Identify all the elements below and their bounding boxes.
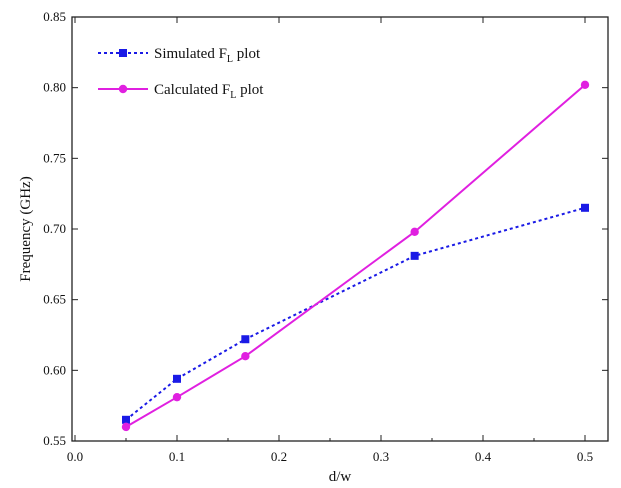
y-tick-label: 0.70 bbox=[43, 221, 66, 236]
y-tick-label: 0.80 bbox=[43, 80, 66, 95]
legend-marker bbox=[119, 49, 127, 57]
axis-ticks: 0.0 0.1 0.2 0.3 0.4 0.5 0.55 0.60 0.65 0.70 0.75 0.… bbox=[43, 9, 608, 464]
data-point bbox=[241, 352, 250, 361]
legend-label: Calculated FL plot bbox=[154, 82, 264, 101]
data-point bbox=[581, 203, 589, 212]
y-tick-label: 0.60 bbox=[43, 362, 66, 377]
data-point bbox=[121, 422, 131, 432]
y-tick-label: 0.65 bbox=[43, 292, 66, 307]
data-point bbox=[580, 80, 590, 90]
data-point bbox=[410, 227, 419, 237]
data-point bbox=[241, 335, 250, 344]
data-point bbox=[122, 415, 130, 424]
data-point bbox=[172, 392, 182, 402]
legend-label: Simulated FL plot bbox=[154, 46, 261, 65]
series-line bbox=[125, 206, 586, 421]
x-tick-label: 0.2 bbox=[271, 449, 287, 464]
y-axis-title: Frequency (GHz) bbox=[18, 176, 34, 281]
legend-entry-calculated: Calculated FL plot bbox=[98, 82, 264, 101]
data-point bbox=[410, 251, 419, 260]
plot-frame bbox=[71, 16, 609, 442]
x-axis-title: d/w bbox=[329, 469, 352, 485]
series-calculated bbox=[121, 80, 590, 432]
x-tick-label: 0.0 bbox=[67, 449, 83, 464]
data-point bbox=[173, 374, 181, 383]
y-tick-label: 0.85 bbox=[43, 9, 66, 24]
legend-marker bbox=[118, 84, 128, 94]
series-layer bbox=[121, 80, 590, 432]
x-tick-label: 0.5 bbox=[577, 449, 593, 464]
x-tick-label: 0.4 bbox=[475, 449, 492, 464]
y-tick-label: 0.75 bbox=[43, 150, 66, 165]
series-simulated bbox=[122, 203, 589, 424]
y-tick-label: 0.55 bbox=[43, 433, 66, 448]
x-tick-label: 0.1 bbox=[169, 449, 185, 464]
legend-entry-simulated: Simulated FL plot bbox=[98, 46, 261, 65]
legend: Simulated FL plot Calculated FL plot bbox=[98, 46, 264, 101]
series-line bbox=[125, 84, 586, 428]
x-tick-label: 0.3 bbox=[373, 449, 389, 464]
